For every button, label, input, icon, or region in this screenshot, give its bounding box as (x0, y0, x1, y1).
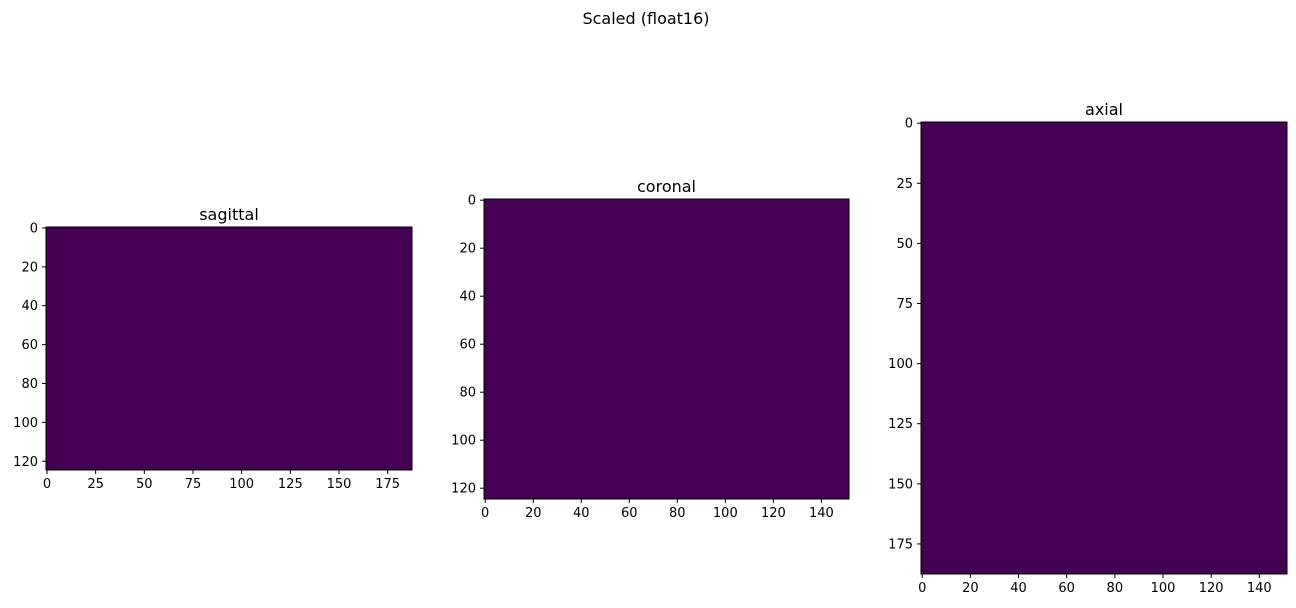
coronal-ytick-label: 120 (451, 482, 476, 497)
sagittal-xtick-label: 75 (185, 477, 202, 492)
sagittal-frame (45, 226, 413, 471)
axial-title: axial (1085, 100, 1123, 119)
axial-ytick-label: 75 (896, 297, 913, 312)
axial-ytick-label: 0 (905, 117, 913, 132)
axial-xtick-label: 140 (1247, 581, 1272, 596)
coronal-ytick-label: 80 (459, 386, 476, 401)
sagittal-xtick-label: 0 (43, 477, 51, 492)
coronal-ytick-label: 0 (468, 194, 476, 209)
sagittal-ytick-label: 60 (21, 338, 38, 353)
sagittal-ytick-label: 20 (21, 260, 38, 275)
sagittal-ytick-label: 0 (30, 221, 38, 236)
coronal-frame (483, 198, 850, 500)
axial-frame (920, 121, 1288, 575)
coronal-ytick-label: 100 (451, 434, 476, 449)
axial-xtick-label: 100 (1151, 581, 1176, 596)
coronal-xtick-label: 80 (669, 506, 686, 521)
coronal-xtick-label: 100 (713, 506, 738, 521)
axial-xtick-label: 80 (1107, 581, 1124, 596)
coronal-panel: coronal 0 20 40 60 80 100 120 140 0 20 40 60 80 100 120 (451, 177, 850, 521)
coronal-image (484, 199, 849, 499)
sagittal-xtick-label: 100 (229, 477, 254, 492)
axial-ytick-label: 50 (896, 237, 913, 252)
coronal-xtick-label: 0 (481, 506, 489, 521)
axial-xtick-label: 0 (918, 581, 926, 596)
sagittal-ytick-label: 40 (21, 299, 38, 314)
sagittal-ytick-label: 120 (13, 455, 38, 470)
axial-ytick-label: 100 (888, 357, 913, 372)
sagittal-title: sagittal (199, 205, 259, 224)
coronal-xtick-label: 120 (761, 506, 786, 521)
coronal-ytick-label: 20 (459, 242, 476, 257)
sagittal-xtick-label: 150 (327, 477, 352, 492)
axial-ytick-label: 175 (888, 537, 913, 552)
sagittal-xtick-label: 25 (87, 477, 104, 492)
sagittal-xtick-label: 125 (278, 477, 303, 492)
coronal-xtick-label: 140 (809, 506, 834, 521)
sagittal-xtick-label: 50 (136, 477, 153, 492)
coronal-title: coronal (637, 177, 696, 196)
sagittal-ytick-label: 100 (13, 416, 38, 431)
coronal-ytick-label: 60 (459, 338, 476, 353)
axial-xtick-label: 40 (1010, 581, 1027, 596)
axial-image (921, 122, 1287, 574)
panels: sagittal 0 25 50 75 100 125 150 175 0 20 40 60 80 100 1… (13, 100, 1288, 596)
figure-suptitle: Scaled (float16) (582, 9, 709, 28)
coronal-xtick-label: 20 (525, 506, 542, 521)
sagittal-panel: sagittal 0 25 50 75 100 125 150 175 0 20 40 60 80 100 1… (13, 205, 413, 492)
sagittal-image (46, 227, 412, 470)
axial-xtick-label: 60 (1058, 581, 1075, 596)
sagittal-ytick-label: 80 (21, 377, 38, 392)
axial-ytick-label: 125 (888, 417, 913, 432)
axial-xtick-label: 20 (962, 581, 979, 596)
axial-panel: axial 0 20 40 60 80 100 120 140 0 25 50 75 100 125 150 1… (888, 100, 1288, 596)
coronal-ytick-label: 40 (459, 290, 476, 305)
coronal-xtick-label: 40 (573, 506, 590, 521)
axial-xtick-label: 120 (1199, 581, 1224, 596)
sagittal-xtick-label: 175 (375, 477, 400, 492)
axial-ytick-label: 25 (896, 177, 913, 192)
axial-ytick-label: 150 (888, 477, 913, 492)
coronal-xtick-label: 60 (621, 506, 638, 521)
